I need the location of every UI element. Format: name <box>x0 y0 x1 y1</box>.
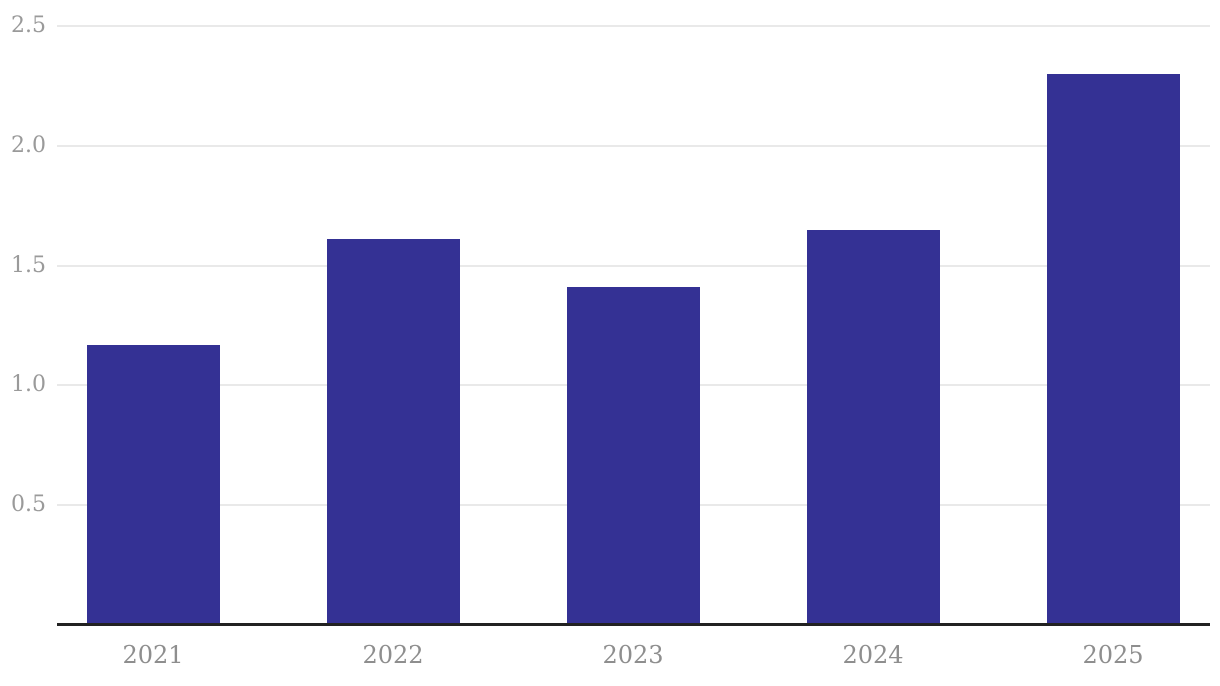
x-axis-tick-label: 2023 <box>602 641 664 669</box>
bar-2022 <box>326 239 460 625</box>
gridline-y-2.0 <box>57 144 1210 147</box>
bar-2023 <box>566 287 700 625</box>
y-axis-tick-label: 0.5 <box>11 492 46 518</box>
x-axis-tick-label: 2025 <box>1082 641 1144 669</box>
x-axis-tick-label: 2021 <box>122 641 184 669</box>
y-axis-tick-label: 1.5 <box>11 252 46 278</box>
x-axis-line <box>57 623 1210 626</box>
x-axis-tick-label: 2022 <box>362 641 424 669</box>
y-axis-tick-label: 2.0 <box>11 132 46 158</box>
gridline-y-1.5 <box>57 264 1210 267</box>
x-axis-tick-label: 2024 <box>842 641 904 669</box>
y-axis-tick-label: 2.5 <box>11 13 46 38</box>
bar-2025 <box>1046 74 1180 625</box>
gridline-y-2.5 <box>57 25 1210 27</box>
y-axis-tick-label: 1.0 <box>11 372 46 398</box>
bar-2024 <box>806 230 940 625</box>
bar-2021 <box>86 345 220 625</box>
